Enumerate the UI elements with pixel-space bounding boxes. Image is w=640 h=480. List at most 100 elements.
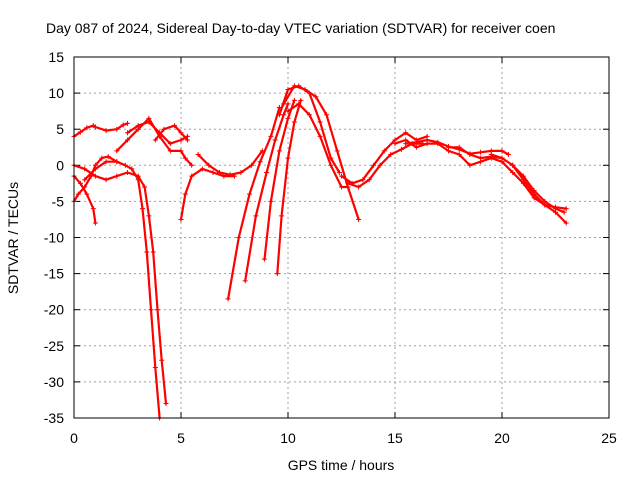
data-point [435,139,441,145]
data-point [542,198,548,204]
data-point [227,172,233,178]
data-point [152,364,158,370]
data-point [172,123,178,129]
y-tick-label: -10 [44,230,64,246]
data-point [195,151,201,157]
data-point [103,159,109,165]
data-point [403,130,409,136]
data-point [90,206,96,212]
data-point [99,155,105,161]
data-point [135,177,141,183]
x-tick-label: 0 [70,430,78,446]
series-line [346,142,424,189]
series-arc-10 [178,166,237,222]
series-line [490,153,568,225]
series-arc-1 [71,173,98,226]
data-point [398,146,404,152]
data-point [75,191,81,197]
data-point [377,162,383,168]
data-point [291,119,297,125]
data-point [561,209,567,215]
data-point [371,162,377,168]
data-point [84,191,90,197]
data-point [467,151,473,157]
y-tick-label: -20 [44,302,64,318]
data-point [236,235,242,240]
data-point [92,124,98,130]
data-point [189,162,195,168]
data-point [281,112,287,118]
data-point [467,162,473,168]
data-point [135,123,141,129]
data-point [82,177,88,183]
data-point [298,97,304,103]
data-point [77,129,83,135]
data-point [210,170,216,176]
data-point [324,112,330,118]
data-point [154,307,160,313]
data-point [285,115,291,121]
data-point [296,101,302,107]
data-point [291,83,297,89]
data-point [456,144,462,150]
data-point [478,149,484,155]
data-point [488,151,494,157]
data-point [478,155,484,161]
data-point [272,137,278,143]
data-point [285,86,291,92]
data-point [225,296,231,302]
x-tick-label: 25 [601,430,617,446]
data-point [356,216,362,222]
data-point [114,126,120,132]
data-point [456,151,462,157]
x-tick-label: 5 [177,430,185,446]
series-line [83,160,161,420]
chart-title: Day 087 of 2024, Sidereal Day-to-day VTE… [46,20,555,36]
data-point [92,166,98,172]
data-point [499,159,505,165]
data-point [388,151,394,157]
grid [74,57,609,418]
series-arc-6 [82,159,163,421]
series-arc-4 [92,120,130,134]
data-point [339,173,344,179]
data-point [531,195,537,201]
data-point [261,256,267,262]
data-point [92,173,98,179]
data-point [182,191,188,197]
data-point [345,180,351,186]
y-tick-label: -35 [44,410,64,426]
data-point [178,216,184,222]
y-tick-label: -5 [52,193,65,209]
data-point [82,166,88,172]
data-point [184,137,190,143]
series-arc-18 [285,101,351,190]
data-point [125,170,130,176]
data-point [563,220,569,226]
data-point [125,130,130,136]
data-point [178,148,184,154]
y-tick-label: -25 [44,338,64,354]
data-point [413,139,419,145]
data-point [531,188,537,194]
series-line [227,106,281,300]
data-point [268,133,274,139]
data-point [167,141,173,147]
y-axis-ticks: 15 10 5 0 -5 -10 -15 -20 -25 -30 -35 [44,49,609,426]
data-point [161,126,167,132]
data-point [446,144,451,150]
x-tick-label: 10 [280,430,296,446]
data-point [366,177,372,183]
series-arc-5 [71,162,169,407]
data-point [264,170,270,176]
x-tick-label: 15 [387,430,403,446]
data-point [553,206,558,212]
y-tick-label: 10 [48,85,64,101]
y-tick-label: -30 [44,374,64,390]
data-point [274,271,280,277]
data-point [246,191,252,197]
data-point [146,119,152,125]
data-point [125,120,130,126]
data-point [206,162,212,168]
series-arc-9 [152,123,190,143]
